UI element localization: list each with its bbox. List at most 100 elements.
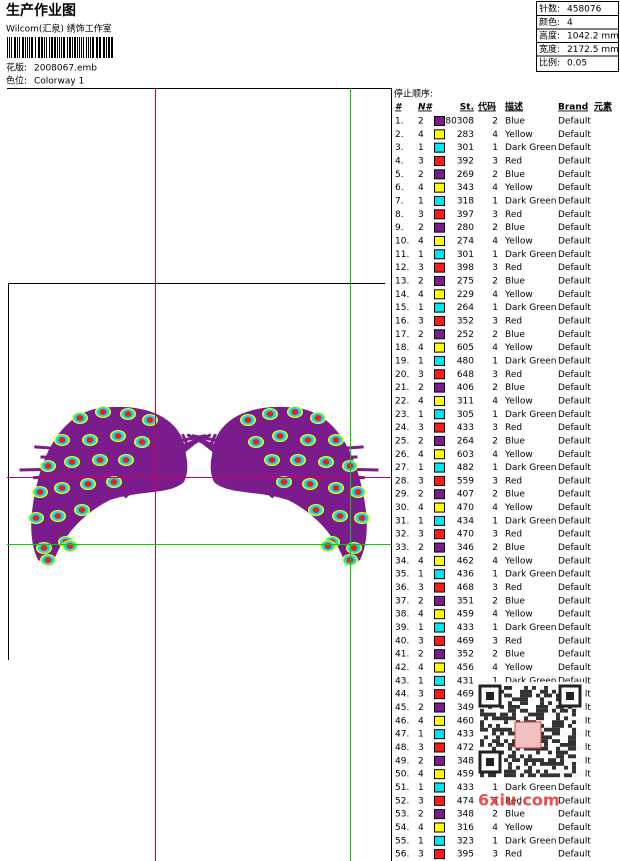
brand: Default: [558, 290, 591, 300]
needle: 3: [418, 423, 424, 433]
code: 4: [492, 236, 498, 246]
brand: Default: [558, 170, 591, 180]
qr-module: [548, 735, 552, 740]
description: Yellow: [504, 130, 533, 140]
qr-module: [572, 754, 576, 759]
feather-eye: [124, 411, 132, 417]
qr-module: [572, 720, 576, 724]
row-number: 36.: [395, 583, 409, 593]
description: Blue: [505, 810, 525, 820]
barcode-bar: [96, 37, 98, 58]
qr-module: [500, 731, 504, 736]
barcode-bar: [29, 37, 30, 58]
color-swatch: [434, 289, 445, 300]
description: Dark Green: [505, 836, 556, 846]
qr-module: [568, 743, 572, 747]
row-number: 2.: [395, 130, 404, 140]
barcode-bar: [11, 37, 12, 58]
qr-module: [504, 758, 508, 762]
needle: 2: [418, 756, 424, 766]
row-number: 54.: [395, 823, 409, 833]
feather-eye: [76, 415, 84, 421]
needle: 3: [418, 263, 424, 273]
feather-eye: [40, 545, 48, 551]
qr-module: [556, 712, 560, 717]
color-swatch: [434, 515, 445, 526]
color-swatch: [434, 622, 445, 633]
qr-module: [568, 773, 572, 778]
info-value: 2172.5 mm: [567, 45, 619, 55]
qr-module: [508, 686, 512, 690]
brand: Default: [558, 130, 591, 140]
qr-module: [500, 727, 504, 732]
qr-module: [556, 720, 560, 724]
qr-module: [556, 739, 560, 743]
code: 4: [492, 556, 498, 566]
qr-module: [568, 746, 572, 751]
brand: Default: [558, 796, 591, 806]
needle: 2: [418, 223, 424, 233]
brand: Default: [558, 836, 591, 846]
qr-module: [512, 712, 516, 717]
barcode-bar: [99, 37, 101, 58]
row-number: 48.: [395, 743, 409, 753]
barcode-bar: [106, 37, 107, 58]
qr-module: [520, 689, 524, 694]
qr-module: [496, 735, 500, 740]
code: 3: [492, 796, 498, 806]
needle: 4: [418, 183, 424, 193]
qr-code: [475, 682, 585, 782]
stitches: 469: [457, 636, 474, 646]
qr-module: [524, 689, 528, 694]
description: Red: [505, 156, 522, 166]
color-swatch: [434, 822, 445, 833]
stitches: 351: [457, 596, 474, 606]
needle: 4: [418, 343, 424, 353]
feather-eye: [336, 513, 344, 519]
brand: Default: [558, 383, 591, 393]
color-swatch: [434, 662, 445, 673]
qr-module: [504, 769, 508, 774]
qr-module: [500, 689, 504, 694]
qr-module: [548, 773, 552, 778]
needle: 3: [418, 316, 424, 326]
row-number: 23.: [395, 410, 409, 420]
brand: Default: [558, 436, 591, 446]
qr-module: [556, 773, 560, 778]
description: Blue: [505, 596, 525, 606]
qr-module: [540, 762, 544, 766]
qr-module: [564, 743, 568, 747]
description: Yellow: [504, 236, 533, 246]
needle: 2: [418, 117, 424, 127]
qr-module: [540, 705, 544, 709]
description: Red: [505, 476, 522, 486]
qr-module: [508, 746, 512, 751]
feather-eye: [44, 557, 52, 563]
wing-left: [19, 406, 280, 566]
qr-module: [516, 765, 520, 770]
code: 2: [492, 330, 498, 340]
needle: 4: [418, 556, 424, 566]
stitches: 316: [457, 823, 474, 833]
color-swatch: [434, 275, 445, 286]
qr-module: [552, 720, 556, 724]
qr-module: [484, 716, 488, 721]
barcode-bar: [81, 37, 82, 58]
barcode-bar: [59, 37, 60, 58]
description: Red: [505, 583, 522, 593]
qr-module: [572, 762, 576, 766]
info-label: 高度:: [539, 30, 560, 42]
description: Red: [505, 423, 522, 433]
description: Red: [505, 850, 522, 860]
qr-module: [480, 773, 484, 778]
color-swatch: [434, 209, 445, 220]
qr-module: [504, 727, 508, 732]
brand: Default: [558, 410, 591, 420]
row-number: 4.: [395, 156, 404, 166]
stitches: 280: [457, 223, 474, 233]
color-swatch: [434, 542, 445, 553]
qr-module: [480, 712, 484, 717]
description: Dark Green: [505, 250, 556, 260]
stitches: 343: [457, 183, 474, 193]
